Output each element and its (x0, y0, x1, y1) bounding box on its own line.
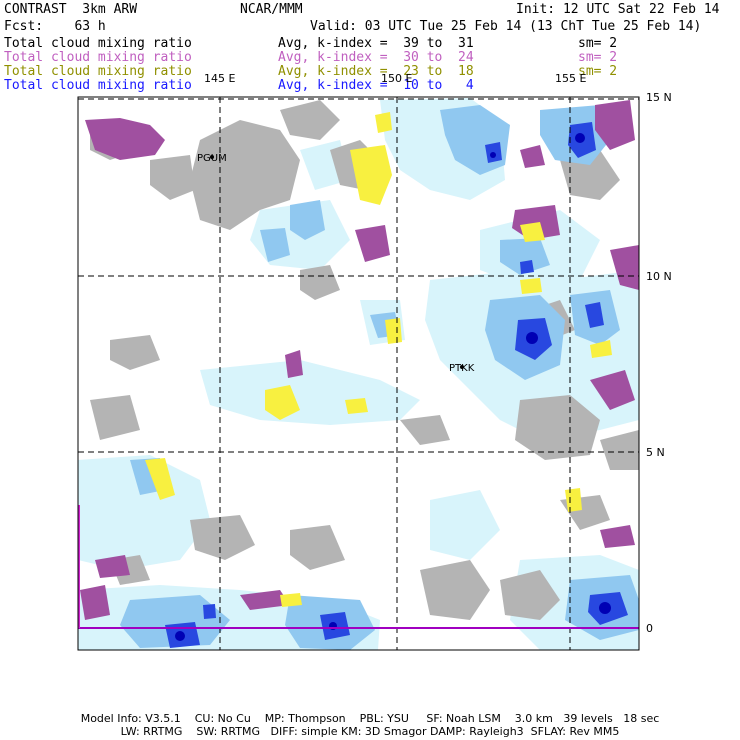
station-label-pgum: PGUM (197, 153, 227, 164)
cloud-purple (80, 100, 639, 620)
field-index-range: Avg, k-index = 23 to 18 (278, 64, 474, 79)
map-frame (77, 96, 640, 651)
valid-time: Valid: 03 UTC Tue 25 Feb 14 (13 ChT Tue … (310, 19, 702, 34)
lat-label-10n: 10 N (646, 270, 672, 283)
field-index-range: Avg, k-index = 30 to 24 (278, 50, 474, 65)
field-smoothing: sm= 2 (578, 36, 618, 51)
lat-label-5n: 5 N (646, 446, 665, 459)
lon-label-155: 155 E (555, 72, 587, 85)
lon-label-145: 145 E (204, 72, 236, 85)
forecast-hour: Fcst: 63 h (4, 19, 106, 34)
lon-label-150: 150 E (381, 72, 413, 85)
center-name: NCAR/MMM (240, 2, 303, 17)
station-label-ptkk: PTKK (449, 363, 475, 374)
field-name: Total cloud mixing ratio (4, 78, 192, 93)
lat-label-equator: 0 (646, 622, 653, 635)
model-title: CONTRAST 3km ARW (4, 2, 138, 17)
cloud-navy-core (175, 133, 611, 641)
station-markers: PGUM PTKK (197, 153, 475, 374)
field-index-range: Avg, k-index = 39 to 31 (278, 36, 474, 51)
init-time: Init: 12 UTC Sat 22 Feb 14 (516, 2, 720, 17)
station-dot-ptkk (460, 365, 464, 369)
field-smoothing: sm= 2 (578, 64, 618, 79)
grid-lines (78, 97, 639, 650)
model-info-line2: LW: RRTMG SW: RRTMG DIFF: simple KM: 3D … (120, 725, 620, 738)
lat-label-15n: 15 N (646, 91, 672, 104)
cloud-field-layer (78, 98, 639, 650)
field-name: Total cloud mixing ratio (4, 36, 192, 51)
field-smoothing: sm= 2 (578, 50, 618, 65)
station-dot-pgum (210, 155, 214, 159)
field-index-range: Avg, k-index = 10 to 4 (278, 78, 474, 93)
model-info-line1: Model Info: V3.5.1 CU: No Cu MP: Thompso… (80, 712, 660, 725)
cloud-yellow (145, 112, 612, 607)
field-name: Total cloud mixing ratio (4, 64, 192, 79)
field-name: Total cloud mixing ratio (4, 50, 192, 65)
